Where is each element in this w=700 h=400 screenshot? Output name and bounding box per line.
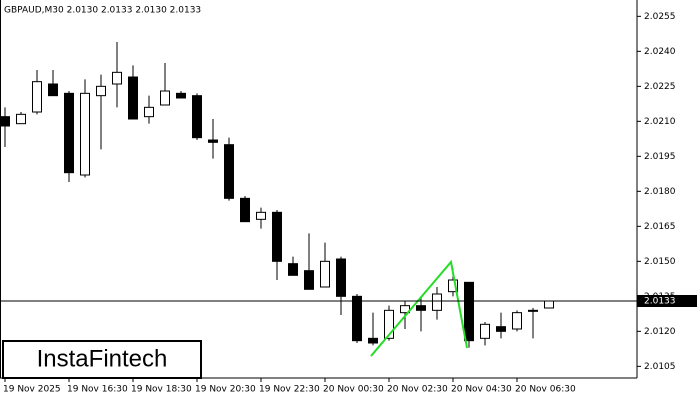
candle-body xyxy=(464,281,474,342)
y-tick-label: 2.0120 xyxy=(644,327,676,337)
x-tick-label: 20 Nov 06:30 xyxy=(515,385,576,395)
candle-body xyxy=(80,92,90,176)
y-tick-label: 2.0150 xyxy=(644,257,676,267)
x-tick-label: 20 Nov 04:30 xyxy=(451,385,512,395)
y-tick-label: 2.0105 xyxy=(644,362,676,372)
x-tick-label: 20 Nov 02:30 xyxy=(387,385,448,395)
candle-body xyxy=(0,116,10,127)
candle-body xyxy=(48,83,58,97)
candles xyxy=(0,42,554,348)
candle-body xyxy=(128,76,138,120)
candle-body xyxy=(320,260,330,288)
candle-body xyxy=(304,270,314,290)
candle-body xyxy=(32,81,42,113)
y-tick-label: 2.0180 xyxy=(644,187,676,197)
candle-body xyxy=(544,300,554,309)
x-tick-label: 19 Nov 16:30 xyxy=(67,385,128,395)
x-tick-label: 20 Nov 00:30 xyxy=(323,385,384,395)
candle-body xyxy=(96,85,106,97)
candle-body xyxy=(384,309,394,339)
candle-body xyxy=(480,323,490,339)
candle-body xyxy=(400,305,410,314)
candle-body xyxy=(368,337,378,344)
candle-body xyxy=(112,71,122,85)
candle-body xyxy=(240,197,250,223)
y-tick-label: 2.0255 xyxy=(644,12,676,22)
y-tick-label: 2.0225 xyxy=(644,82,676,92)
candle-body xyxy=(448,279,458,293)
candle-body xyxy=(208,139,218,143)
candle-body xyxy=(352,295,362,342)
candle-body xyxy=(192,95,202,139)
y-tick-label: 2.0165 xyxy=(644,222,676,232)
y-tick-label: 2.0195 xyxy=(644,152,676,162)
candle-body xyxy=(416,305,426,311)
candle-body xyxy=(256,211,266,220)
watermark: InstaFintech xyxy=(37,345,168,372)
overlay: 2.0133 xyxy=(0,295,697,307)
x-tick-label: 19 Nov 2025 xyxy=(3,385,61,395)
candle-body xyxy=(512,312,522,330)
pattern-line xyxy=(370,259,468,357)
candle-body xyxy=(432,293,442,311)
candle-body xyxy=(16,113,26,125)
candle-body xyxy=(288,263,298,276)
current-price-box xyxy=(637,295,697,307)
candle-body xyxy=(336,258,346,297)
candle-body xyxy=(144,106,154,118)
candle-body xyxy=(176,92,186,99)
x-tick-label: 19 Nov 20:30 xyxy=(195,385,256,395)
y-tick-label: 2.0240 xyxy=(644,47,676,57)
chart-title: GBPAUD,M30 2.0130 2.0133 2.0130 2.0133 xyxy=(4,6,201,16)
x-tick-label: 19 Nov 22:30 xyxy=(259,385,320,395)
candle-body xyxy=(224,144,234,199)
x-tick-label: 19 Nov 18:30 xyxy=(131,385,192,395)
candle-body xyxy=(496,326,506,332)
y-tick-label: 2.0210 xyxy=(644,117,676,127)
candle-body xyxy=(160,90,170,106)
candle-body xyxy=(64,92,74,174)
watermark-box xyxy=(2,340,202,379)
grid-layer: 2.0255 2.0240 2.0225 2.0210 2.0195 2.0180 2.01… xyxy=(3,12,676,395)
candle-body xyxy=(528,309,538,312)
candle-body xyxy=(272,211,282,262)
current-price-label: 2.0133 xyxy=(644,297,676,307)
